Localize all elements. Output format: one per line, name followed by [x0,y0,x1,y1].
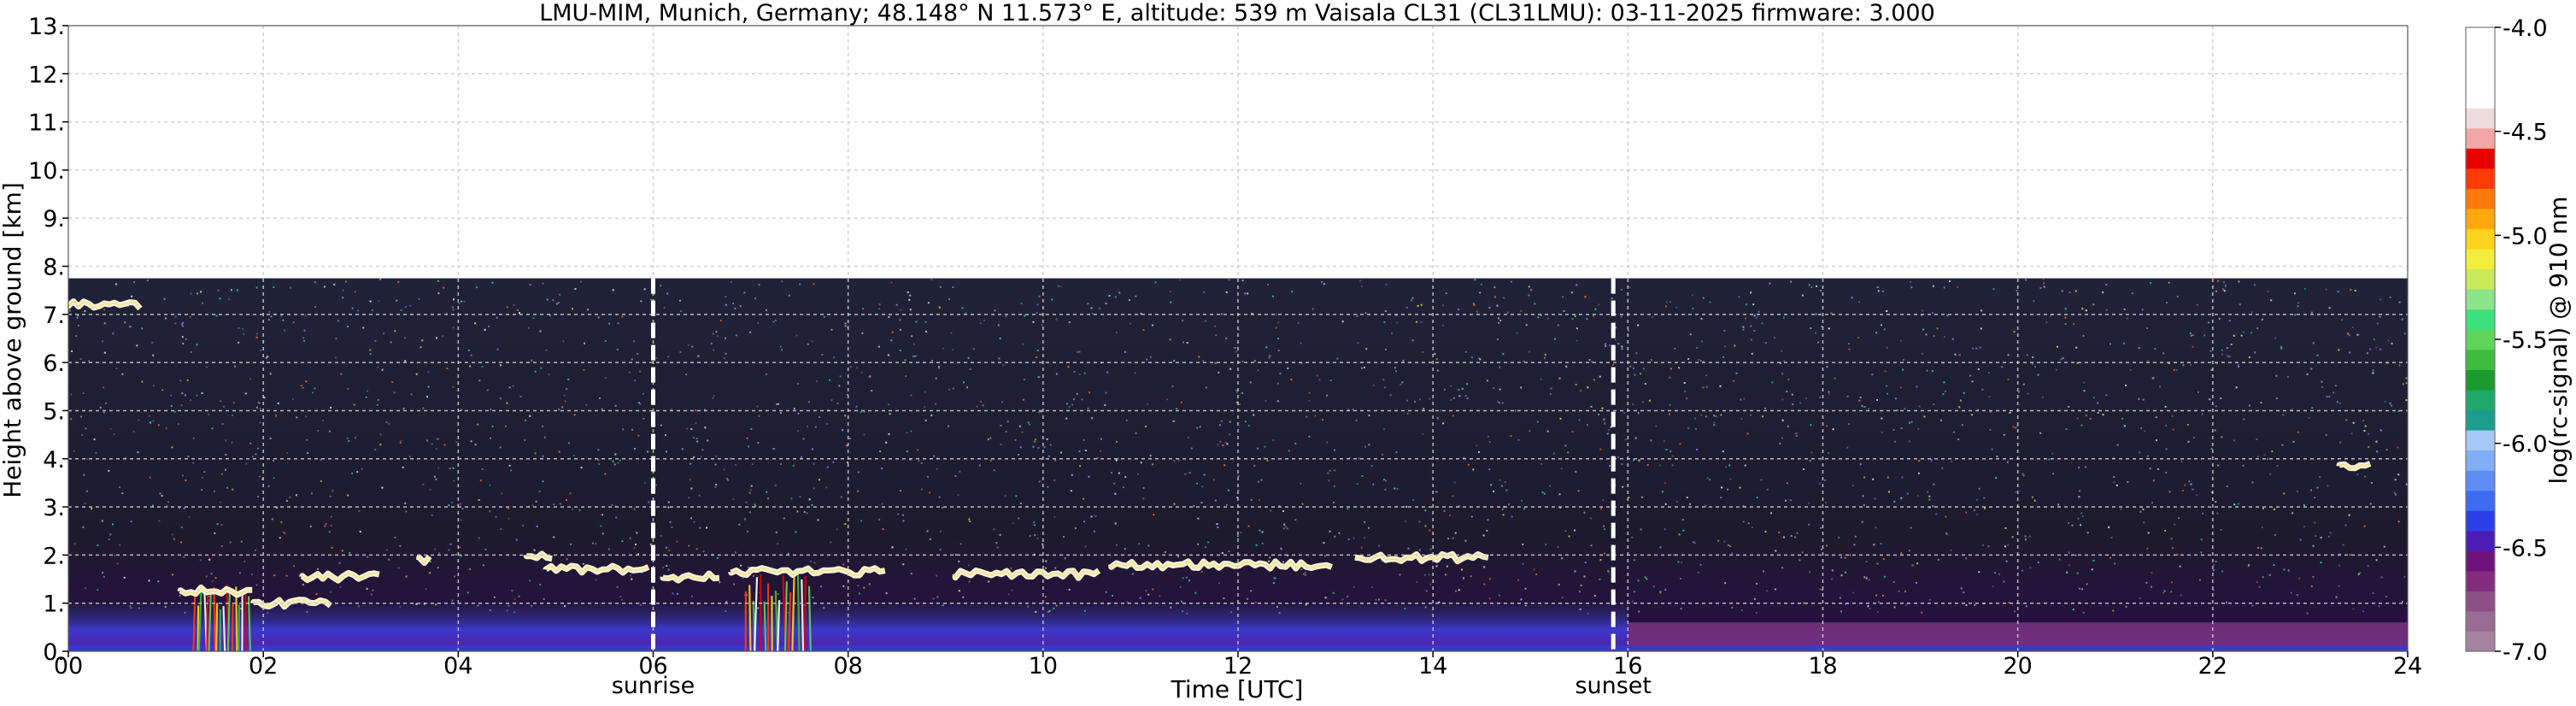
colorbar-segment [2466,249,2495,270]
colorbar-segment [2466,409,2495,431]
y-tick-label: 0. [43,639,65,666]
colorbar-tick-label: -6.0 [2503,432,2548,458]
cloud-layer [952,568,1101,581]
colorbar-segment [2466,268,2495,290]
colorbar-segment [2466,429,2495,451]
x-tick-label: 10 [1029,653,1058,680]
colorbar-segment [2466,27,2495,49]
y-axis: 0. 1. 2. 3. 4. 5. 6. 7. 8. 9. 10. 11. 12. 13. [28,14,68,666]
colorbar-segment [2466,148,2495,169]
colorbar-tick-label: -4.0 [2503,15,2548,42]
colorbar-segment [2466,450,2495,471]
colorbar-tick-label: -4.5 [2503,120,2548,146]
cloud-layer [250,597,332,610]
cloud-layer [660,570,720,584]
x-tick-label: 16 [1613,653,1642,680]
colorbar-segment [2466,369,2495,391]
y-tick-label: 5. [43,398,65,425]
x-tick-label: 12 [1223,653,1253,680]
chart-title: LMU-MIM, Munich, Germany; 48.148° N 11.5… [539,0,1935,26]
colorbar-segment [2466,208,2495,230]
colorbar-segment [2466,68,2495,89]
colorbar-segment [2466,510,2495,532]
colorbar-segment [2466,490,2495,511]
x-axis: 00 02 04 06 08 10 12 14 16 18 20 22 24 [54,651,2422,680]
y-tick-label: 13. [28,14,65,40]
cloud-layer [523,550,553,562]
sun-markers: sunrise sunset [612,278,1652,699]
y-tick-label: 7. [43,303,65,329]
cloud-layer [65,298,143,311]
cloud-layer [416,554,432,567]
y-tick-label: 3. [43,495,65,521]
colorbar-segment [2466,47,2495,68]
y-tick-label: 4. [43,447,65,474]
colorbar-segment [2466,470,2495,491]
colorbar-segment [2466,309,2495,330]
precipitation-streak [744,571,812,652]
cloud-layer [1354,550,1489,565]
y-tick-label: 1. [43,591,65,618]
colorbar-segment [2466,530,2495,551]
y-tick-label: 8. [43,255,65,281]
cloud-layer [728,565,886,579]
x-tick-label: 02 [249,653,278,680]
colorbar-segment [2466,108,2495,129]
x-tick-label: 04 [443,653,472,680]
colorbar-segment [2466,631,2495,652]
colorbar-segment [2466,389,2495,411]
cloud-layer [299,569,380,584]
colorbar-segment [2466,610,2495,632]
y-tick-label: 6. [43,350,65,377]
colorbar-segment [2466,570,2495,591]
cloud-layer [177,584,253,598]
x-tick-label: 22 [2198,653,2227,680]
precipitation-streak [192,584,251,652]
colorbar-segment [2466,289,2495,310]
plot-area: sunrise sunset [65,25,2409,699]
x-tick-label: 24 [2393,653,2422,680]
colorbar-tick-label: -6.5 [2503,535,2548,562]
sun-marker-label: sunrise [612,673,695,699]
colorbar-segment [2466,188,2495,209]
noise-speckle [68,278,2408,615]
colorbar-segment [2466,168,2495,189]
x-axis-label: Time [UTC] [1171,675,1304,703]
colorbar: -7.0 -6.5 -6.0 -5.5 -5.0 -4.5 -4.0 [2465,15,2548,666]
colorbar-tick-label: -7.0 [2503,639,2548,666]
colorbar-segment [2466,228,2495,250]
colorbar-segment [2466,87,2495,109]
y-tick-label: 10. [28,158,65,185]
colorbar-tick-label: -5.5 [2503,327,2548,354]
colorbar-segment [2466,127,2495,149]
y-tick-label: 9. [43,206,65,232]
x-tick-label: 14 [1418,653,1447,680]
x-tick-label: 06 [638,653,667,680]
colorbar-tick-label: -5.0 [2503,223,2548,250]
colorbar-segment [2466,349,2495,370]
colorbar-segment [2466,591,2495,612]
y-axis-label: Height above ground [km] [0,182,26,498]
cloud-layer [1108,558,1333,572]
cloud-layer [2336,461,2372,472]
grid-lines [68,26,2408,651]
colorbar-segment [2466,550,2495,572]
colorbar-label: log(rc-signal) @ 910 nm [2544,197,2573,485]
x-tick-label: 00 [54,653,83,680]
cloud-layer [543,562,650,576]
y-tick-label: 11. [28,110,65,137]
sun-marker-label: sunset [1575,673,1652,699]
x-tick-label: 20 [2003,653,2032,680]
y-tick-label: 2. [43,543,65,569]
colorbar-segment [2466,329,2495,350]
y-tick-label: 12. [28,62,65,88]
x-tick-label: 18 [1808,653,1837,680]
x-tick-label: 08 [833,653,862,680]
